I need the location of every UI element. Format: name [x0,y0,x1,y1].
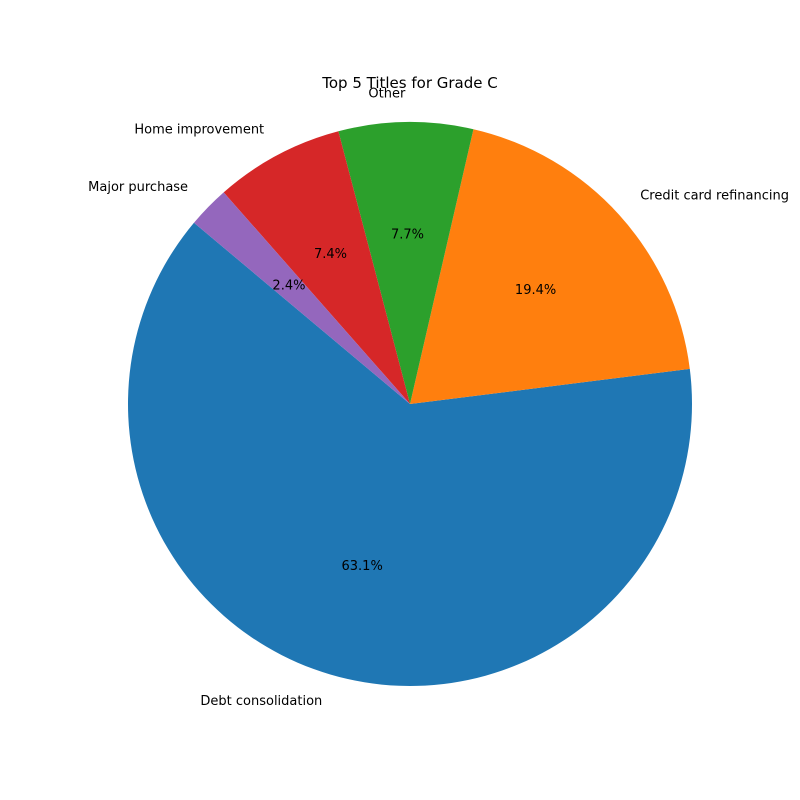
slice-home-improvement [223,131,410,404]
pie-labels: Debt consolidation 63.1% Credit card refin… [88,86,789,709]
slice-major-purchase [193,192,410,404]
slice-other [338,122,474,404]
pct-major-purchase: 2.4% [272,278,305,293]
label-major-purchase: Major purchase [88,180,188,195]
slice-debt-consolidation [127,222,692,687]
label-other: Other [368,86,406,101]
slice-credit-card-refinancing [410,129,690,405]
pct-debt-consolidation: 63.1% [342,559,383,574]
label-credit-card-refinancing: Credit card refinancing [640,189,789,204]
chart-title: Top 5 Titles for Grade C [321,74,498,92]
pie-slices [127,122,692,687]
pct-credit-card-refinancing: 19.4% [515,283,556,298]
label-home-improvement: Home improvement [134,123,264,138]
pct-other: 7.7% [391,227,424,242]
pct-home-improvement: 7.4% [314,247,347,262]
label-debt-consolidation: Debt consolidation [200,694,322,709]
